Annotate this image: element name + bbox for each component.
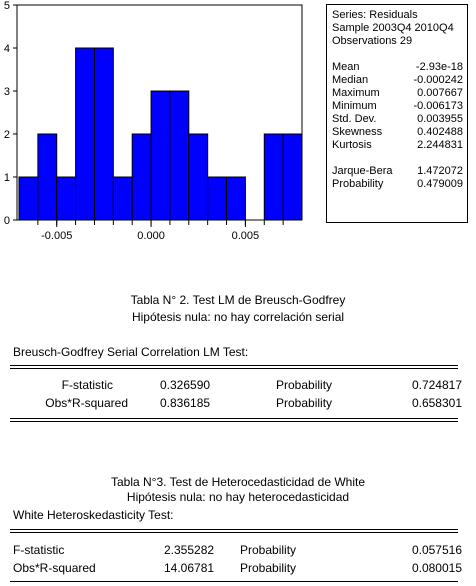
y-tick-label: 0 (4, 215, 10, 227)
table2-title: Breusch-Godfrey Serial Correlation LM Te… (13, 345, 249, 359)
y-tick-label: 3 (4, 86, 10, 98)
x-tick-label: 0.005 (232, 230, 260, 242)
table2-top-rule-2 (10, 368, 458, 369)
histogram-bar (112, 176, 133, 221)
table3-row-fstat: F-statistic 2.355282 Probability 0.05751… (0, 543, 476, 559)
table2-bottom-rule-2 (10, 421, 458, 422)
stats-label: Probability (332, 178, 384, 190)
x-tick-label: 0.000 (137, 230, 165, 242)
histogram-bar (169, 90, 190, 221)
stats-value: 0.007667 (417, 87, 463, 99)
histogram-bar (131, 133, 152, 221)
table2-row-obsr2: Obs*R-squared 0.836185 Probability 0.658… (0, 396, 476, 412)
stats-label: Kurtosis (332, 139, 372, 151)
table3-label: F-statistic (13, 543, 65, 557)
table2-caption-line1: Tabla N° 2. Test LM de Breusch-Godfrey (130, 293, 346, 307)
table3-caption-line1: Tabla N°3. Test de Heterocedasticidad de… (110, 475, 366, 489)
stats-value: 0.003955 (417, 113, 463, 125)
histogram-bar (93, 47, 114, 221)
table3-prob-label: Probability (240, 543, 297, 557)
stats-observations: Observations 29 (332, 35, 413, 47)
table2-prob: 0.724817 (411, 378, 462, 392)
stats-value: -2.93e-18 (415, 61, 463, 73)
table3-prob: 0.080015 (411, 561, 462, 575)
stats-value: -0.006173 (413, 100, 463, 112)
table2-label: F-statistic (61, 378, 113, 392)
stats-row: Std. Dev. 0.003955 (332, 113, 463, 126)
stats-value: 2.244831 (417, 139, 463, 151)
histogram-bar (18, 176, 39, 221)
stats-label: Mean (332, 61, 360, 73)
table2-value: 0.326590 (160, 378, 211, 392)
stats-value: 1.472072 (417, 165, 463, 177)
stats-sample: Sample 2003Q4 2010Q4 (332, 22, 454, 34)
stats-row: Jarque-Bera 1.472072 (332, 165, 463, 178)
stats-label: Median (332, 74, 369, 86)
table3-label: Obs*R-squared (13, 561, 96, 575)
table2-caption-line2: Hipótesis nula: no hay correlación seria… (131, 310, 345, 324)
stats-value: -0.000242 (413, 74, 463, 86)
stats-label: Minimum (332, 100, 377, 112)
y-tick-label: 5 (4, 0, 10, 12)
table3-title: White Heteroskedasticity Test: (13, 508, 174, 522)
table2-value: 0.836185 (160, 396, 211, 410)
table3-prob-label: Probability (240, 561, 297, 575)
table2-label: Obs*R-squared (45, 396, 128, 410)
histogram-bar (188, 133, 209, 221)
table3-top-rule-2 (10, 532, 458, 533)
table3-prob: 0.057516 (411, 543, 462, 557)
stats-rows-main: Mean -2.93e-18 Median -0.000242 Maximum 0.007… (332, 61, 463, 152)
table2-row-fstat: F-statistic 0.326590 Probability 0.72481… (0, 378, 476, 394)
table3-row-obsr2: Obs*R-squared 14.06781 Probability 0.080… (0, 561, 476, 577)
stats-rows-test: Jarque-Bera 1.472072 Probability 0.479009 (332, 165, 463, 191)
stats-row: Median -0.000242 (332, 74, 463, 87)
table2-prob: 0.658301 (411, 396, 462, 410)
stats-label: Jarque-Bera (332, 165, 393, 177)
table3-caption-line2: Hipótesis nula: no hay heterocedasticida… (126, 490, 350, 504)
stats-row: Mean -2.93e-18 (332, 61, 463, 74)
stats-value: 0.479009 (417, 178, 463, 190)
stats-row: Kurtosis 2.244831 (332, 139, 463, 152)
stats-label: Std. Dev. (332, 113, 377, 125)
histogram-bar (282, 133, 303, 221)
histogram-bar (150, 90, 171, 221)
histogram-bar (75, 47, 95, 221)
stats-label: Maximum (332, 87, 380, 99)
table2-bottom-rule (10, 418, 458, 419)
stats-row: Minimum -0.006173 (332, 100, 463, 113)
table3-value: 2.355282 (164, 543, 215, 557)
histogram-axes: 0 1 2 3 4 5 -0.005 0.000 0.005 (4, 0, 303, 242)
histogram-bar (226, 176, 246, 221)
stats-value: 0.402488 (417, 126, 463, 138)
plot-frame (16, 4, 303, 221)
histogram-bar (56, 176, 77, 221)
histogram-bar (37, 133, 58, 221)
table2-top-rule (10, 365, 458, 366)
table3-top-rule (10, 529, 458, 530)
table3-bottom-rule (10, 581, 458, 582)
x-tick-label: -0.005 (41, 230, 72, 242)
histogram-bar (263, 133, 284, 221)
y-tick-label: 4 (4, 43, 10, 55)
table2-prob-label: Probability (276, 378, 333, 392)
residuals-histogram: 0 1 2 3 4 5 -0.005 0.000 0.005 (4, 0, 303, 242)
stats-row: Probability 0.479009 (332, 178, 463, 191)
stats-row: Maximum 0.007667 (332, 87, 463, 100)
histogram-bars (18, 47, 303, 221)
stats-label: Skewness (332, 126, 383, 138)
y-tick-label: 2 (4, 129, 10, 141)
histogram-bar (207, 176, 228, 221)
stats-series: Series: Residuals (332, 9, 418, 21)
table2-prob-label: Probability (276, 396, 333, 410)
table3-value: 14.06781 (164, 561, 215, 575)
y-tick-label: 1 (4, 172, 10, 184)
stats-row: Skewness 0.402488 (332, 126, 463, 139)
residual-stats-box: Series: Residuals Sample 2003Q4 2010Q4 O… (326, 4, 468, 223)
